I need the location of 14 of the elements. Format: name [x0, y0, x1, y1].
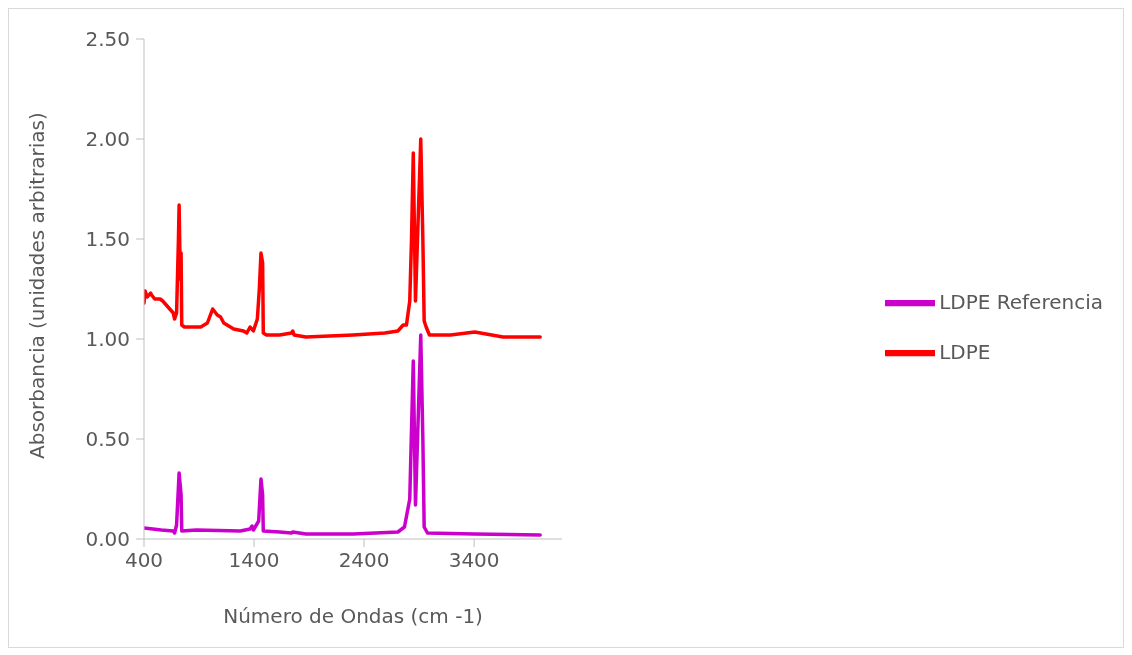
y-tick-label: 1.50: [85, 227, 130, 252]
legend-label: LDPE Referencia: [939, 289, 1103, 314]
line-series: [144, 333, 542, 537]
legend-label: LDPE: [939, 339, 991, 364]
x-axis-title: Número de Ondas (cm -1): [223, 604, 483, 628]
y-tick-label: 1.00: [85, 327, 130, 352]
y-tick-label: 2.50: [85, 27, 130, 52]
y-tick-label: 0.50: [85, 427, 130, 452]
x-tick-label: 3400: [448, 548, 500, 573]
y-tick-label: 2.00: [85, 127, 130, 152]
x-tick-label: 2400: [338, 548, 390, 573]
x-tick-label: 1400: [228, 548, 280, 573]
line-series: [144, 137, 542, 339]
y-axis-title: Absorbancia (unidades arbitrarias): [25, 112, 50, 459]
